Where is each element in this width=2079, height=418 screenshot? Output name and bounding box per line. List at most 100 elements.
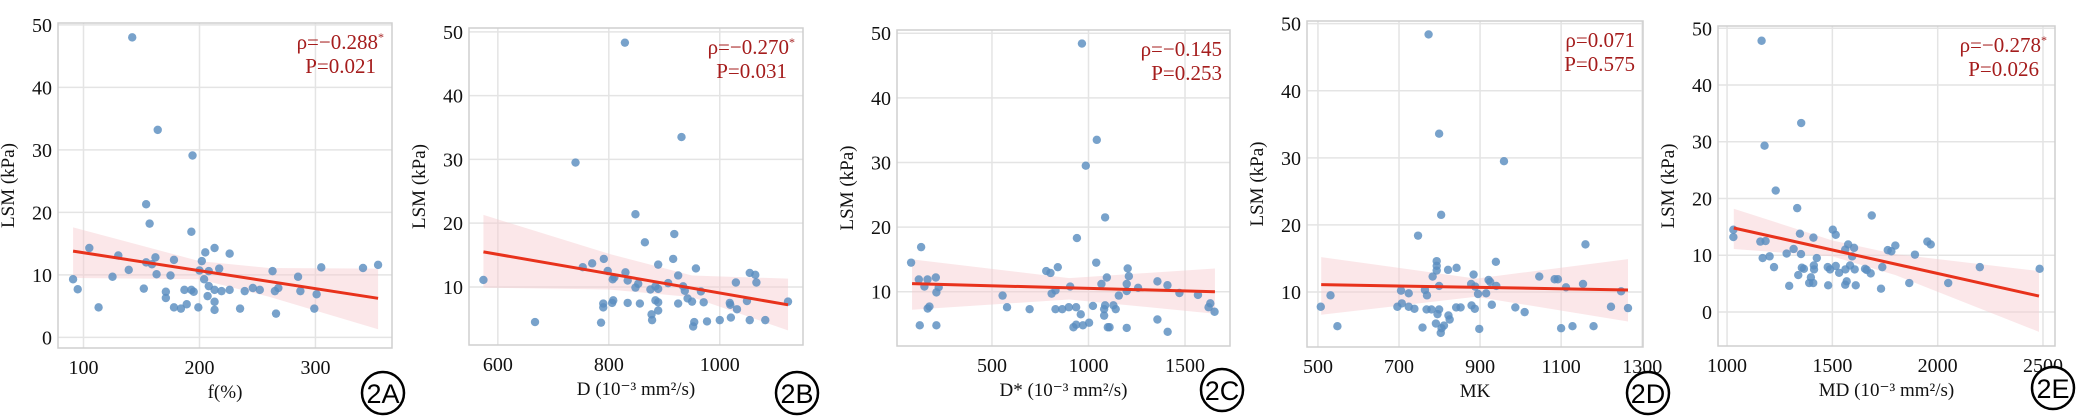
data-point [1058, 304, 1067, 314]
data-point [653, 306, 663, 315]
data-point [635, 299, 645, 308]
data-point [1051, 304, 1060, 314]
scatter-panel-2A: 100 200 300 0 10 20 30 40 50 ρ=−0.288*P=0.021 f(%)… [0, 15, 406, 416]
p-value-annotation: P=0.253 [1151, 61, 1222, 85]
data-point [188, 151, 197, 160]
data-point [1204, 303, 1213, 312]
data-point [1475, 324, 1484, 334]
data-point [373, 260, 383, 270]
data-point [1866, 269, 1875, 278]
data-point [608, 275, 617, 284]
data-point [248, 283, 258, 293]
data-point [653, 284, 663, 294]
data-point [1606, 302, 1616, 311]
data-point [1436, 328, 1445, 338]
scatter-panel-2B: 600 800 1000 10 20 30 40 50 ρ=−0.270*P=0.031 D (1… [409, 22, 820, 416]
data-point [607, 298, 617, 308]
data-point [1485, 277, 1495, 287]
data-point [1809, 278, 1818, 288]
data-point [176, 304, 186, 313]
y-tick-label: 20 [1692, 188, 1712, 210]
data-point [673, 271, 683, 280]
data-point [1876, 284, 1886, 293]
data-point [1436, 210, 1446, 220]
data-point [1975, 262, 1985, 272]
data-point [1823, 281, 1833, 290]
data-point [312, 290, 321, 299]
data-point [1404, 289, 1413, 298]
data-point [1491, 257, 1501, 267]
data-point [1153, 277, 1162, 286]
data-point [646, 285, 655, 294]
data-point [1825, 265, 1835, 274]
data-point [197, 256, 207, 266]
y-tick-label: 40 [871, 88, 891, 110]
data-point [1193, 290, 1203, 300]
rho-value: ρ=−0.270 [708, 35, 789, 59]
data-point [688, 322, 698, 331]
data-point [653, 298, 663, 307]
data-point [310, 304, 319, 313]
data-point [194, 303, 203, 312]
y-tick-label: 0 [1702, 302, 1712, 324]
y-tick-label: 20 [871, 217, 891, 239]
y-axis-label: LSM (kPa) [1658, 144, 1679, 229]
data-point [1623, 303, 1633, 313]
panel-label: 2D [1631, 379, 1666, 409]
y-tick-label: 50 [871, 23, 891, 45]
y-tick-label: 10 [1281, 282, 1301, 304]
data-point [1926, 240, 1935, 249]
x-tick-label: 1000 [1068, 355, 1108, 377]
data-point [731, 278, 741, 287]
data-point [166, 271, 175, 280]
data-point [217, 286, 226, 296]
data-point [699, 298, 708, 307]
data-point [1122, 279, 1131, 289]
y-tick-label: 10 [32, 265, 52, 287]
data-point [1851, 281, 1860, 290]
data-point [1757, 36, 1766, 45]
y-tick-label: 0 [42, 327, 52, 349]
data-point [631, 210, 640, 219]
regression-line [912, 282, 1215, 294]
data-point [1841, 265, 1850, 274]
plot-frame [1717, 25, 2056, 347]
data-point [1535, 272, 1544, 281]
y-tick-label: 40 [32, 77, 52, 99]
data-point [1796, 249, 1806, 259]
data-point [1418, 323, 1427, 332]
data-point [1795, 229, 1805, 238]
y-tick-label: 50 [1692, 18, 1712, 40]
y-tick-label: 50 [443, 22, 463, 44]
panel-label: 2B [780, 379, 813, 409]
data-point [1393, 302, 1402, 311]
data-point [1867, 211, 1876, 220]
data-point [1413, 231, 1423, 240]
data-point [1210, 307, 1219, 316]
data-point [73, 285, 82, 294]
panel-label-circle [1199, 367, 1245, 413]
regression-line [483, 250, 789, 307]
x-tick-label: 500 [1303, 356, 1333, 378]
data-point [1092, 258, 1101, 267]
panel-label: 2C [1205, 376, 1240, 406]
p-value-annotation: P=0.026 [1968, 57, 2039, 81]
data-point [932, 321, 941, 330]
data-point [623, 298, 632, 308]
data-point [1111, 304, 1120, 314]
data-point [1153, 315, 1162, 324]
data-point [914, 275, 924, 284]
regression-line [1733, 226, 2040, 298]
data-point [1163, 281, 1172, 290]
data-point [691, 264, 701, 273]
significance-mark: * [2041, 33, 2047, 47]
data-point [1469, 270, 1478, 279]
data-point [732, 305, 742, 314]
data-point [1452, 263, 1461, 273]
data-point [145, 219, 154, 228]
data-point [998, 291, 1007, 300]
data-point [702, 317, 712, 326]
panel-label-circle [360, 370, 406, 416]
x-axis-label: D (10⁻³ mm²/s) [577, 379, 696, 400]
